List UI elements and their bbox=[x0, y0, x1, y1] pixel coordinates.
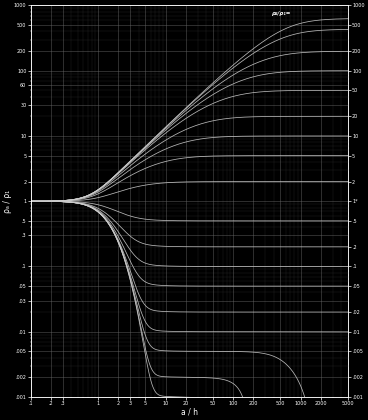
Text: ρ₂/ρ₁=: ρ₂/ρ₁= bbox=[272, 11, 291, 16]
X-axis label: a / h: a / h bbox=[181, 407, 198, 417]
Y-axis label: ρₐ / ρ₁: ρₐ / ρ₁ bbox=[3, 190, 13, 213]
